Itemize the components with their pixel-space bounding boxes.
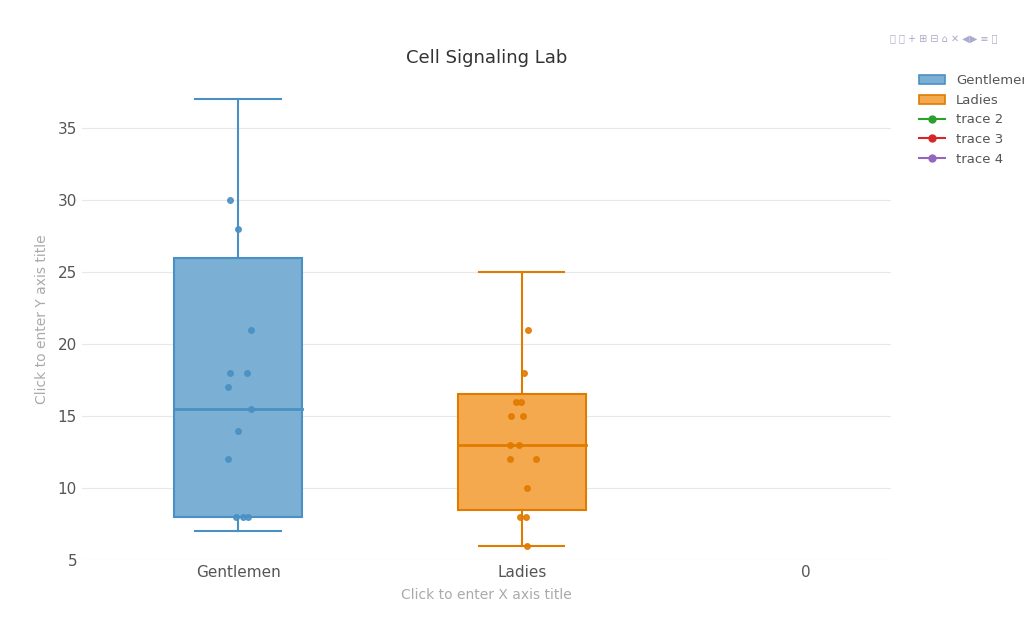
Bar	[174, 258, 302, 517]
Point	[221, 368, 238, 378]
Legend: Gentlemen, Ladies, trace 2, trace 3, trace 4: Gentlemen, Ladies, trace 2, trace 3, tra…	[920, 74, 1024, 166]
Point	[230, 426, 247, 436]
Point	[516, 368, 532, 378]
Point	[518, 512, 535, 522]
Point	[512, 512, 528, 522]
Point	[236, 512, 252, 522]
Point	[514, 411, 530, 421]
Point	[220, 382, 237, 392]
Point	[527, 454, 544, 464]
Point	[519, 483, 536, 493]
Point	[221, 194, 238, 205]
Title: Cell Signaling Lab: Cell Signaling Lab	[406, 50, 567, 68]
Point	[508, 397, 524, 407]
Point	[243, 404, 259, 414]
Point	[240, 368, 256, 378]
Point	[513, 397, 529, 407]
X-axis label: Click to enter X axis title: Click to enter X axis title	[401, 589, 571, 603]
Point	[503, 454, 519, 464]
Point	[243, 325, 259, 335]
Point	[227, 512, 244, 522]
Point	[229, 223, 246, 234]
Point	[518, 541, 535, 551]
Point	[502, 440, 518, 450]
Point	[503, 411, 519, 421]
Y-axis label: Click to enter Y axis title: Click to enter Y axis title	[36, 234, 49, 404]
Point	[511, 440, 527, 450]
Text: 📷 🔍 + ⊞ ⊟ ⌂ ✕ ◀▶ ≡ 📊: 📷 🔍 + ⊞ ⊟ ⌂ ✕ ◀▶ ≡ 📊	[890, 33, 997, 44]
Point	[240, 512, 256, 522]
Point	[219, 454, 236, 464]
Bar	[458, 395, 586, 510]
Point	[520, 325, 537, 335]
